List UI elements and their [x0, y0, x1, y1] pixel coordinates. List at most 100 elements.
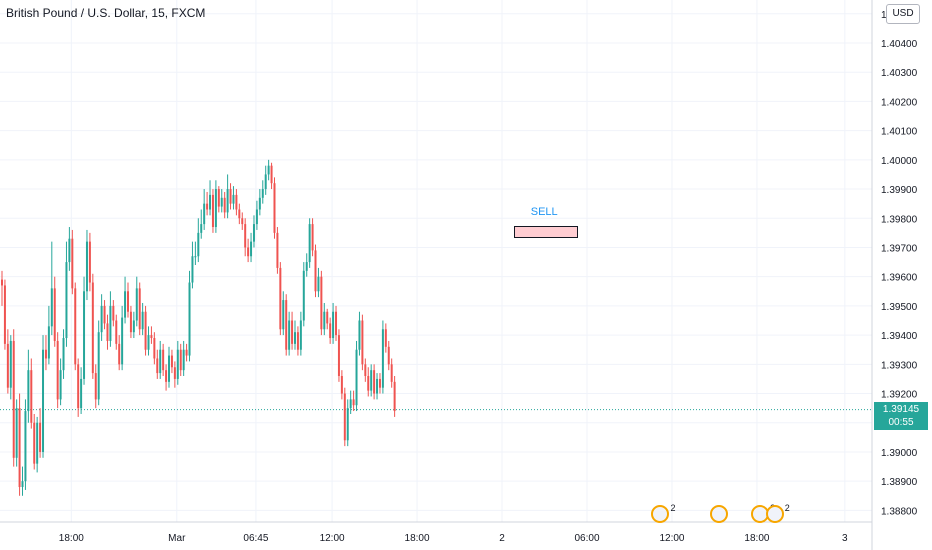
candle-body	[100, 305, 103, 333]
candle	[241, 212, 244, 230]
x-tick-label: 3	[842, 533, 848, 544]
candle-body	[255, 209, 258, 225]
candle	[24, 399, 27, 490]
candle	[209, 180, 212, 216]
candle	[276, 227, 279, 274]
event-count: 2	[670, 503, 676, 513]
candle	[220, 189, 223, 213]
candle	[132, 311, 135, 339]
candle	[317, 267, 320, 298]
candle	[294, 320, 296, 350]
candle	[373, 364, 376, 400]
candle-body	[153, 338, 156, 359]
candle	[124, 276, 127, 324]
y-tick-label: 1.39500	[881, 302, 918, 313]
candle	[329, 317, 332, 344]
candle	[381, 320, 384, 394]
candle-body	[126, 291, 129, 312]
candle	[129, 305, 132, 339]
candle-body	[50, 288, 53, 327]
candle	[170, 349, 173, 374]
candle	[340, 370, 343, 400]
candle-body	[252, 224, 255, 242]
candle	[153, 332, 156, 365]
candle	[50, 241, 53, 336]
candle	[264, 165, 267, 195]
gb-flag-icon[interactable]: 2	[651, 503, 675, 523]
candle-body	[305, 262, 308, 271]
candle-body	[30, 370, 33, 423]
candle	[305, 253, 308, 277]
candle	[314, 244, 317, 298]
candle-body	[3, 285, 6, 344]
candle	[282, 291, 285, 336]
x-tick-label: 06:45	[243, 533, 268, 544]
candle	[39, 408, 42, 458]
candle-body	[194, 256, 197, 258]
candle-body	[88, 241, 91, 283]
candle	[162, 343, 165, 377]
candle	[83, 276, 86, 385]
candle	[112, 300, 115, 327]
candle	[97, 320, 100, 406]
candle	[147, 326, 150, 356]
candle-body	[197, 232, 200, 257]
candle	[88, 232, 91, 292]
candle-body	[364, 364, 367, 377]
y-tick-label: 1.39200	[881, 390, 918, 401]
sell-zone-rectangle[interactable]	[513, 225, 579, 238]
candle-body	[144, 311, 147, 350]
candle-body	[232, 194, 235, 204]
candle-body	[223, 197, 226, 213]
candle	[370, 364, 373, 397]
candle-body	[115, 320, 118, 344]
candle	[346, 399, 349, 447]
candle-body	[332, 311, 335, 339]
candle-body	[18, 408, 21, 488]
candle	[159, 340, 162, 379]
candle	[94, 364, 97, 409]
candle-body	[299, 320, 302, 350]
gb-flag-icon[interactable]	[710, 505, 729, 523]
candle	[326, 308, 329, 330]
x-tick-label: 2	[499, 533, 505, 544]
candle	[74, 282, 77, 371]
candle-body	[226, 189, 229, 213]
candle	[376, 373, 379, 400]
candle	[349, 390, 352, 414]
us-flag-icon[interactable]: 2	[765, 503, 790, 523]
candle-body	[24, 411, 27, 482]
x-tick-label: 18:00	[59, 533, 84, 544]
candle-body	[179, 349, 182, 371]
currency-selector[interactable]: USD	[886, 4, 920, 24]
candle	[42, 335, 45, 458]
candle-body	[162, 349, 165, 371]
candle-body	[373, 370, 376, 394]
candle-body	[147, 335, 150, 350]
candle-body	[244, 224, 247, 248]
candle-body	[6, 343, 9, 388]
candle	[103, 300, 106, 330]
candle	[44, 335, 47, 371]
candle-body	[326, 311, 329, 324]
y-tick-label: 1.38800	[881, 506, 918, 517]
candle	[367, 367, 370, 397]
candle	[255, 200, 258, 230]
candle	[343, 387, 346, 447]
candle	[62, 329, 65, 379]
candle	[358, 311, 361, 356]
candle	[156, 349, 159, 379]
candle-body	[15, 408, 18, 458]
y-tick-label: 1.40400	[881, 39, 918, 50]
candle-body	[355, 349, 358, 406]
candle-body	[273, 183, 276, 233]
candle	[332, 302, 335, 344]
candle	[320, 270, 323, 336]
candle-body	[258, 197, 261, 210]
candle	[244, 218, 247, 257]
candle-body	[247, 247, 250, 257]
candle-body	[264, 174, 267, 190]
candle	[12, 329, 15, 467]
candle	[6, 329, 9, 394]
